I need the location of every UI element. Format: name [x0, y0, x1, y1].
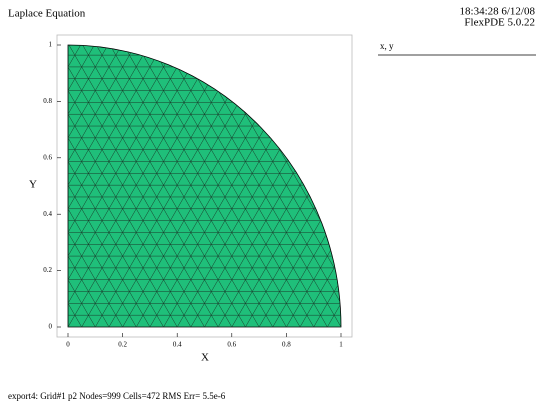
mesh [68, 45, 341, 327]
y-tick-label: 0 [49, 323, 53, 331]
footer: export4: Grid#1 p2 Nodes=999 Cells=472 R… [8, 391, 226, 401]
y-tick-label: 0.8 [43, 97, 52, 105]
y-tick-label: 0.2 [43, 266, 52, 274]
domain [67, 44, 342, 328]
timestamp: 18:34:28 6/12/08 [460, 6, 536, 18]
x-tick-label: 0 [66, 341, 70, 349]
x-tick-label: 0.4 [173, 341, 182, 349]
x-tick-label: 0.8 [282, 341, 291, 349]
y-tick-label: 1 [49, 41, 53, 49]
y-tick-label: 0.6 [43, 153, 52, 161]
legend-label: x, y [380, 41, 394, 51]
x-tick-label: 0.2 [118, 341, 127, 349]
x-axis-label: X [201, 352, 209, 364]
x-tick-label: 1 [339, 341, 343, 349]
plot-frame [56, 34, 353, 338]
version: FlexPDE 5.0.22 [464, 17, 535, 29]
y-tick-label: 0.4 [43, 210, 52, 218]
y-axis-label: Y [29, 179, 37, 191]
mesh-lines [68, 45, 341, 327]
x-tick-label: 0.6 [227, 341, 236, 349]
chart-title: Laplace Equation [8, 8, 86, 20]
